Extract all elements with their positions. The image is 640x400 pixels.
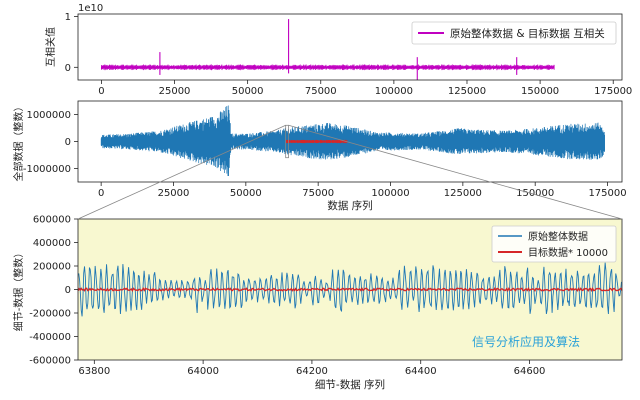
zoom-line-left	[77, 124, 286, 220]
ax2-y-tick-label-2: 1000000	[26, 110, 71, 121]
ax1-frame	[77, 13, 623, 81]
detail-target-series-line	[77, 286, 623, 292]
ax1-legend: 原始整体数据 & 目标数据 互相关	[411, 21, 617, 45]
ax3-y-tick-label-1: -400000	[29, 332, 71, 343]
ax3-y-tick-label-5: 400000	[33, 238, 71, 249]
zoom-connector-lines	[77, 124, 623, 220]
ax2-x-tick-label-7: 175000	[588, 188, 626, 199]
ax1-offset-text: 1e10	[78, 3, 103, 14]
ax1-y-tick-label-0: 0	[65, 63, 71, 74]
detail-data-axes: 63800 64000 64200 64400 64600 -600000 -400000 -…	[12, 215, 623, 391]
ax3-y-tick-label-2: -200000	[29, 309, 71, 320]
ax2-x-tick-label-2: 50000	[230, 188, 262, 199]
ax1-x-tick-label-1: 25000	[159, 86, 191, 97]
ax1-y-tick-label-1: 1	[65, 12, 71, 23]
ax2-xlabel: 数据 序列	[327, 199, 372, 212]
ax3-legend-label-0: 原始整体数据	[528, 230, 588, 243]
ax3-y-tick-label-0: -600000	[29, 356, 71, 367]
ax3-x-tick-label-4: 64600	[514, 366, 546, 377]
ax3-legend-label-1: 目标数据* 10000	[528, 246, 608, 259]
ax2-x-tick-label-6: 150000	[516, 188, 554, 199]
target-data-series-line	[285, 139, 348, 144]
ax1-legend-box	[411, 21, 617, 45]
ax1-x-tick-label-3: 75000	[305, 86, 337, 97]
ax2-y-tick-label-0: -1000000	[23, 164, 71, 175]
detail-original-series-line	[77, 262, 622, 317]
ax3-annotation: 信号分析应用及算法	[472, 334, 580, 349]
xcorr-series-line	[101, 64, 555, 71]
ax2-x-tick-label-4: 100000	[371, 188, 409, 199]
ax1-x-tick-label-2: 50000	[232, 86, 264, 97]
ax1-legend-label: 原始整体数据 & 目标数据 互相关	[450, 27, 605, 40]
ax3-y-tick-label-3: 0	[65, 285, 71, 296]
ax3-legend-box	[491, 225, 617, 263]
ax3-x-tick-label-0: 63800	[78, 366, 110, 377]
ax2-x-tick-label-0: 0	[98, 188, 104, 199]
ax3-x-tick-label-3: 64400	[405, 366, 437, 377]
ax3-xlabel: 细节-数据 序列	[315, 378, 385, 391]
ax3-x-tick-label-1: 64000	[187, 366, 219, 377]
ax1-x-tick-label-4: 100000	[375, 86, 413, 97]
ax2-x-tick-label-5: 125000	[444, 188, 482, 199]
ax1-x-tick-label-0: 0	[98, 86, 104, 97]
cross-correlation-axes: 0 25000 50000 75000 100000 125000 150000 175000…	[44, 3, 632, 97]
ax2-x-tick-label-1: 25000	[158, 188, 190, 199]
ax1-x-tick-label-5: 125000	[448, 86, 486, 97]
ax3-y-tick-label-4: 200000	[33, 262, 71, 273]
zoom-source-rect	[285, 124, 289, 159]
full-data-axes: 0 25000 50000 75000 100000 125000 150000 175000…	[12, 100, 627, 212]
ax3-y-tick-label-6: 600000	[33, 215, 71, 226]
zoom-line-right	[288, 124, 623, 220]
ax2-y-tick-label-1: 0	[65, 137, 71, 148]
ax1-x-tick-label-7: 175000	[594, 86, 632, 97]
ax1-ylabel: 互相关值	[44, 27, 57, 67]
ax3-ylabel: 细节-数据（整数）	[12, 248, 25, 332]
full-data-series-line	[100, 105, 605, 177]
ax2-ylabel: 全部数据（整数）	[12, 102, 25, 182]
ax1-x-tick-label-6: 150000	[521, 86, 559, 97]
ax2-x-tick-label-3: 75000	[302, 188, 334, 199]
ax3-x-tick-label-2: 64200	[296, 366, 328, 377]
